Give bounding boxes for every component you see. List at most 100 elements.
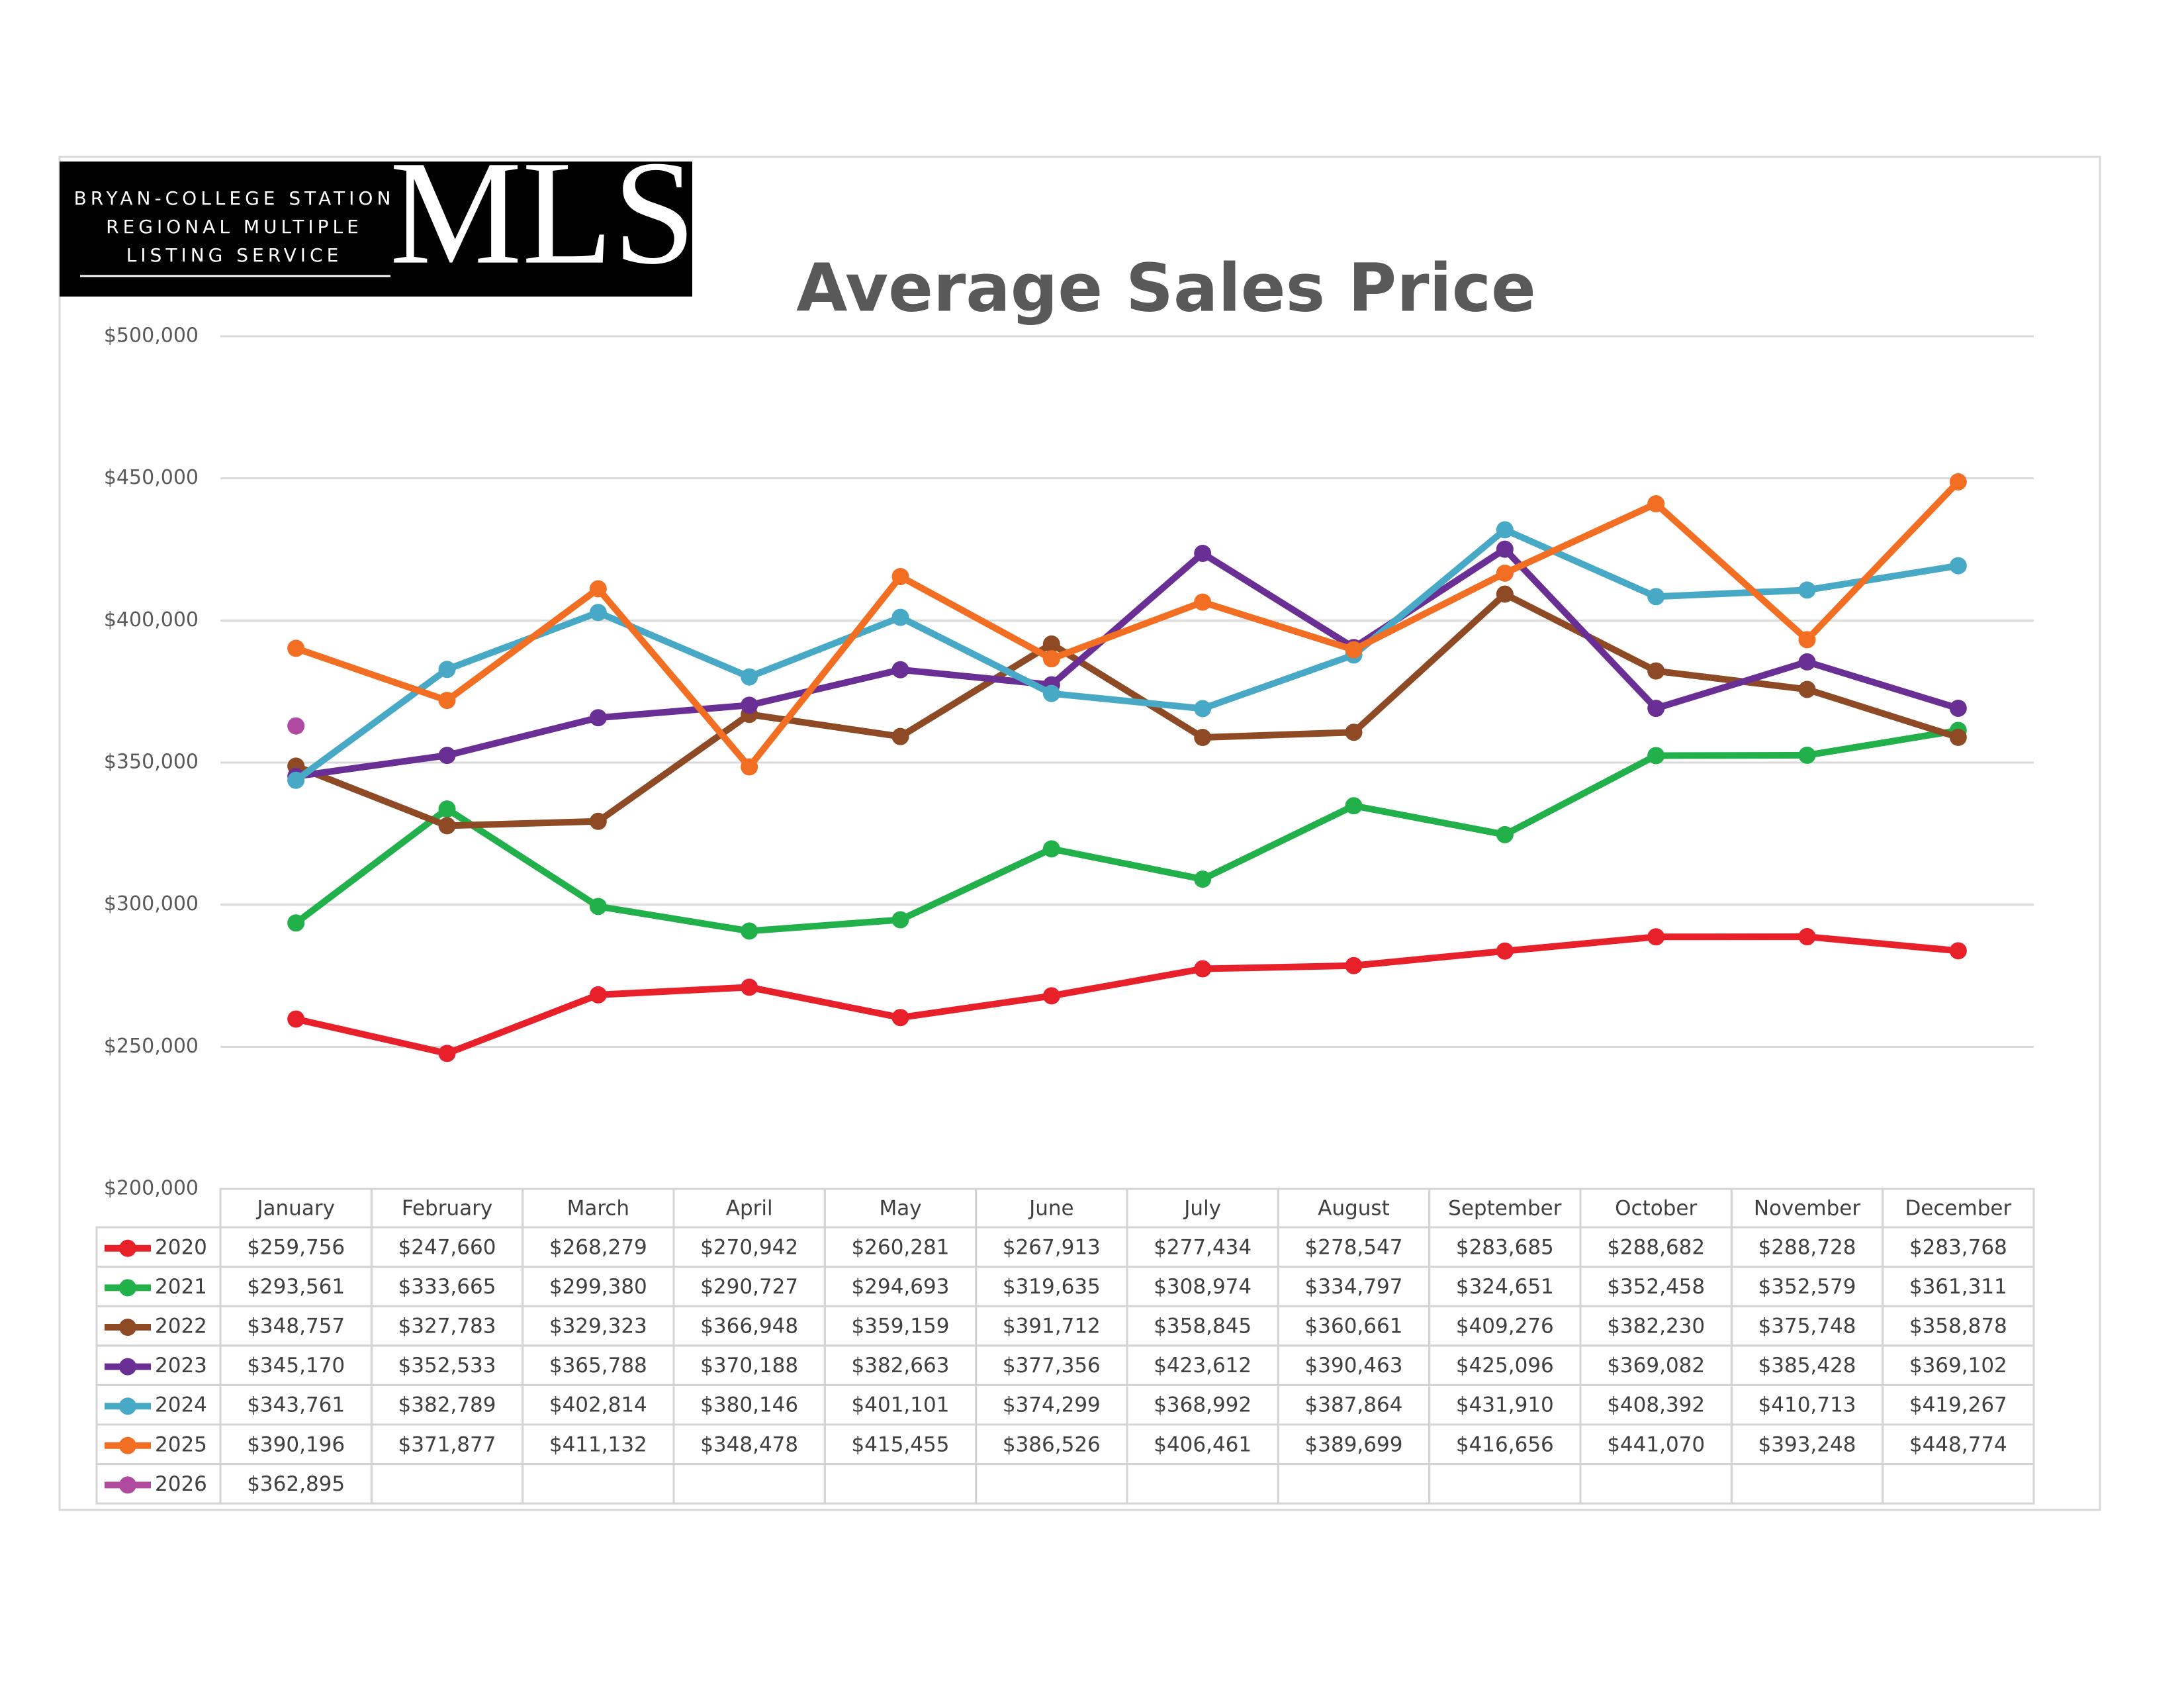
data-point (1194, 700, 1212, 718)
data-point (1345, 957, 1363, 974)
data-point (741, 922, 758, 940)
table-value: $387,864 (1305, 1393, 1403, 1417)
data-point (438, 800, 456, 818)
table-value: $308,974 (1154, 1275, 1251, 1299)
data-point (1194, 870, 1212, 888)
data-point (1194, 593, 1212, 611)
table-value: $406,461 (1154, 1432, 1251, 1456)
data-point (1496, 942, 1514, 960)
legend-label: 2021 (155, 1275, 207, 1299)
table-value: $360,661 (1305, 1315, 1403, 1338)
x-tick-label: May (879, 1197, 921, 1221)
y-tick-label: $450,000 (104, 466, 199, 489)
data-point (1647, 588, 1665, 606)
table-value: $365,788 (549, 1354, 647, 1378)
table-cell (823, 1463, 978, 1505)
table-value: $358,878 (1909, 1315, 2007, 1338)
data-point (1496, 825, 1514, 843)
table-value: $389,699 (1305, 1432, 1403, 1456)
table-value: $327,783 (398, 1315, 496, 1338)
series-line (295, 590, 1960, 829)
data-point (1647, 747, 1665, 765)
y-tick-label: $250,000 (104, 1035, 199, 1058)
data-point (1042, 987, 1060, 1005)
data-point (1647, 700, 1665, 718)
data-point (287, 639, 305, 657)
table-value: $333,665 (398, 1275, 496, 1299)
data-point (1949, 942, 1967, 960)
data-point (741, 696, 758, 714)
legend-label: 2023 (155, 1354, 207, 1378)
data-point (891, 911, 909, 929)
data-point (589, 604, 607, 622)
table-value: $299,380 (549, 1275, 647, 1299)
table-value: $359,159 (852, 1315, 950, 1338)
x-tick-label: March (567, 1197, 630, 1221)
data-point (287, 914, 305, 932)
data-point (589, 812, 607, 830)
table-value: $419,267 (1909, 1393, 2007, 1417)
data-point (589, 580, 607, 598)
data-point (1496, 585, 1514, 603)
table-cell (1882, 1463, 2035, 1505)
table-value: $374,299 (1003, 1393, 1101, 1417)
data-point (1798, 928, 1816, 946)
table-value: $385,428 (1758, 1354, 1856, 1378)
legend-swatch (119, 1476, 136, 1494)
data-point (891, 1009, 909, 1027)
data-point (741, 978, 758, 996)
x-tick-label: August (1318, 1197, 1390, 1221)
data-point (1345, 641, 1363, 659)
table-cell (1277, 1463, 1431, 1505)
data-point (287, 1010, 305, 1028)
table-value: $380,146 (700, 1393, 798, 1417)
table-value: $352,579 (1758, 1275, 1856, 1299)
data-point (1949, 473, 1967, 491)
table-value: $382,789 (398, 1393, 496, 1417)
x-tick-label: January (255, 1197, 335, 1221)
table-value: $345,170 (247, 1354, 345, 1378)
data-point (1798, 631, 1816, 649)
table-value: $247,660 (398, 1235, 496, 1259)
table-value: $329,323 (549, 1315, 647, 1338)
logo-box (60, 162, 692, 297)
data-point (1496, 540, 1514, 558)
legend-swatch (119, 1358, 136, 1376)
table-value: $415,455 (852, 1432, 950, 1456)
table-value: $375,748 (1758, 1315, 1856, 1338)
data-point (287, 717, 305, 735)
x-tick-label: September (1448, 1197, 1562, 1221)
table-value: $409,276 (1456, 1315, 1554, 1338)
x-tick-label: June (1028, 1197, 1074, 1221)
table-value: $362,895 (247, 1472, 345, 1496)
logo-text: BRYAN-COLLEGE STATION (74, 187, 395, 209)
table-value: $431,910 (1456, 1393, 1554, 1417)
series-line (294, 727, 1959, 935)
table-cell (1126, 1463, 1279, 1505)
data-point (1798, 653, 1816, 671)
table-value: $290,727 (700, 1275, 798, 1299)
legend-swatch (119, 1239, 136, 1257)
table-value: $411,132 (549, 1432, 647, 1456)
table-cell (370, 1463, 524, 1505)
data-point (1194, 729, 1212, 747)
series-line (294, 526, 1959, 783)
data-point (1798, 581, 1816, 599)
table-value: $448,774 (1909, 1432, 2007, 1456)
y-tick-label: $350,000 (104, 751, 199, 774)
table-cell (1730, 1463, 1884, 1505)
data-point (1042, 840, 1060, 858)
data-point (891, 727, 909, 745)
legend-label: 2024 (155, 1393, 207, 1417)
table-cell (1579, 1463, 1733, 1505)
x-tick-label: October (1615, 1197, 1697, 1221)
table-value: $393,248 (1758, 1432, 1856, 1456)
table-value: $348,478 (700, 1432, 798, 1456)
table-value: $283,685 (1456, 1235, 1554, 1259)
table-value: $352,533 (398, 1354, 496, 1378)
data-point (438, 661, 456, 679)
table-value: $408,392 (1607, 1393, 1705, 1417)
table-value: $386,526 (1003, 1432, 1101, 1456)
data-point (1194, 544, 1212, 562)
